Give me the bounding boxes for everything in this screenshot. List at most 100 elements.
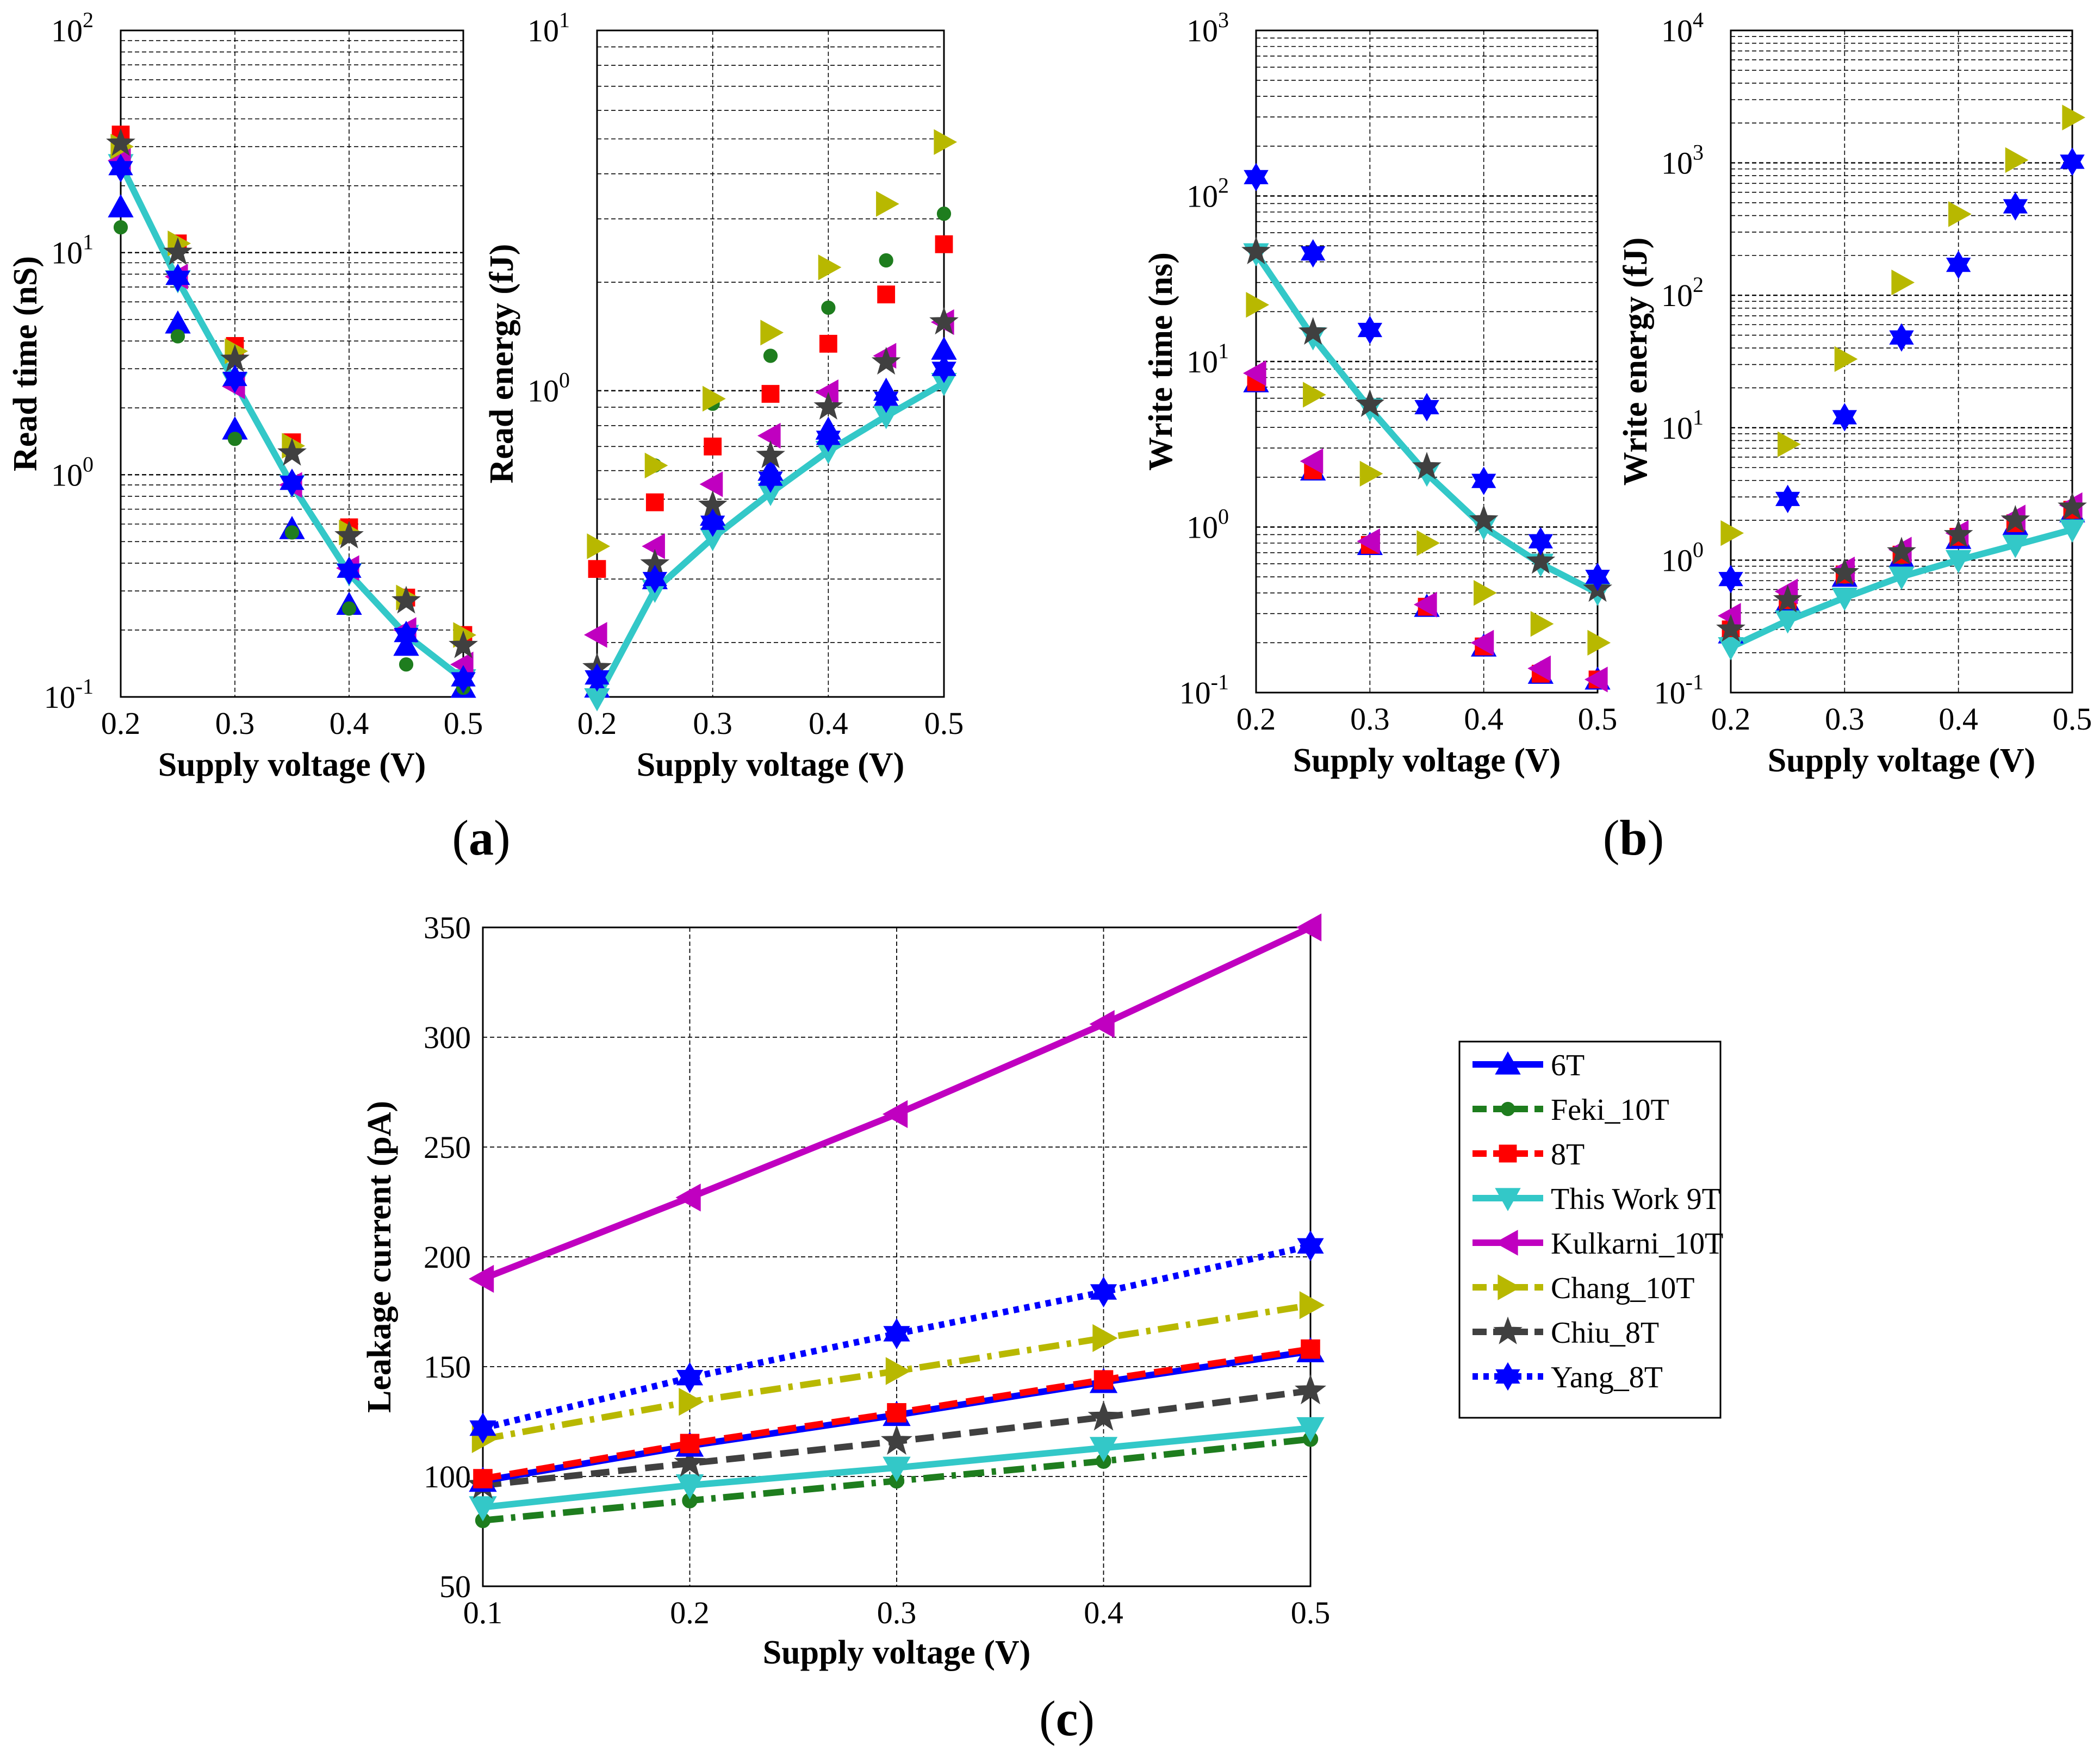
write-time-ylabel: Write time (ns) — [1142, 252, 1179, 471]
write-time-point-yang-8t-down — [1585, 570, 1610, 591]
legend-label: Yang_8T — [1551, 1361, 1663, 1394]
read-time-point-chiu-8t — [449, 630, 478, 658]
legend-marker-8t — [1499, 1144, 1517, 1163]
read-time-xtick-label: 0.4 — [330, 706, 369, 741]
leakage-series-kulkarni-10t — [468, 913, 1322, 1293]
read-energy-point-chang-10t — [703, 385, 726, 412]
write-time-point-kulkarni-10t — [1413, 591, 1437, 618]
read-time-ylabel: Read time (nS) — [7, 256, 44, 471]
legend: 6T Feki_10T 8T This Work 9T Kulkarni_10T Chan… — [1458, 1040, 1723, 1419]
read-time-ytick-label: 102 — [51, 8, 94, 48]
leakage-xtick-label: 0.3 — [877, 1595, 917, 1630]
write-time-ytick-label: 100 — [1186, 504, 1229, 545]
legend-marker-kulkarni-10t — [1494, 1230, 1518, 1256]
read-time-point-feki-10t — [170, 329, 185, 344]
read-time-point-feki-10t — [113, 220, 128, 235]
read-energy-point-chang-10t — [760, 320, 784, 346]
write-energy-point-chiu-8t — [2000, 504, 2030, 533]
read-energy-ytick-label: 100 — [527, 368, 570, 409]
read-energy-point-yang-8t — [816, 423, 841, 452]
leakage-point-chiu-8t — [1088, 1400, 1120, 1431]
legend-label: 6T — [1551, 1049, 1585, 1082]
write-time-point-chang-10t — [1587, 630, 1611, 656]
read-time-data — [106, 126, 478, 698]
leakage-xtick-label: 0.4 — [1084, 1595, 1123, 1630]
write-energy-point-chang-10t — [1834, 346, 1858, 372]
write-energy-point-yang-8t-down — [2060, 154, 2085, 176]
leakage-series-8t — [473, 1339, 1320, 1488]
read-energy-point-yang-8t — [585, 663, 610, 692]
leakage-point-8t — [680, 1434, 700, 1454]
legend-marker-yang-8t — [1495, 1362, 1520, 1391]
leakage-series-yang-8t — [469, 1230, 1324, 1444]
panel-label-a-letter: a — [469, 810, 494, 865]
write-time-point-yang-8t-down — [1471, 473, 1496, 495]
read-time-point-yang-8t — [108, 154, 133, 183]
leakage-xlabel: Supply voltage (V) — [763, 1634, 1031, 1671]
write-time-xtick-label: 0.2 — [1237, 701, 1276, 737]
leakage-current-chart: 50 100 150 200 250 300 350 0.1 0.2 0.3 0.4 0.5 Suppl… — [361, 910, 1330, 1671]
legend-item-6t: 6T — [1473, 1049, 1585, 1082]
read-energy-point-chang-10t — [876, 191, 899, 217]
leakage-point-this-work-9t — [1296, 1417, 1325, 1443]
write-energy-ytick-label: 101 — [1661, 405, 1704, 446]
write-time-xtick-label: 0.4 — [1464, 701, 1503, 737]
read-time-point-chiu-8t — [106, 128, 135, 156]
leakage-point-kulkarni-10t — [675, 1183, 701, 1212]
read-energy-point-yang-8t — [700, 508, 725, 537]
read-time-point-yang-8t-down — [337, 563, 362, 585]
write-energy-plot-frame — [1730, 29, 2073, 694]
panel-label-c-letter: c — [1056, 1691, 1078, 1746]
read-time-ytick-label: 10-1 — [44, 674, 94, 715]
write-energy-point-this-work-9t — [1945, 550, 1972, 574]
legend-item-chang-10t: Chang_10T — [1473, 1272, 1694, 1305]
write-energy-xlabel: Supply voltage (V) — [1768, 742, 2036, 779]
legend-label: This Work 9T — [1551, 1182, 1720, 1216]
read-time-point-yang-8t-down — [108, 161, 133, 183]
read-energy-point-yang-8t — [758, 464, 783, 493]
write-energy-point-yang-8t — [1718, 565, 1743, 594]
read-energy-point-8t — [588, 560, 606, 578]
write-time-point-yang-8t — [1414, 392, 1439, 422]
legend-marker-yang-8t-down — [1495, 1369, 1520, 1391]
write-energy-point-this-work-9t — [2002, 535, 2029, 558]
read-energy-xtick-label: 0.5 — [924, 706, 964, 741]
read-time-chart: 0.2 0.3 0.4 0.5 10-1 100 101 102 Supply voltage … — [7, 8, 483, 783]
write-energy-point-chang-10t — [1778, 431, 1801, 457]
leakage-point-this-work-9t — [469, 1496, 497, 1522]
leakage-point-this-work-9t — [1089, 1437, 1118, 1462]
legend-item-yang-8t: Yang_8T — [1473, 1361, 1663, 1394]
read-energy-point-feki-10t — [821, 300, 836, 315]
read-energy-point-8t — [704, 437, 722, 456]
leakage-point-kulkarni-10t — [882, 1100, 908, 1129]
write-time-point-kulkarni-10t — [1470, 630, 1494, 656]
read-energy-point-kulkarni-10t — [583, 622, 607, 648]
write-time-ytick-label: 102 — [1186, 173, 1229, 214]
write-time-point-chang-10t — [1530, 610, 1554, 637]
write-energy-point-yang-8t — [1832, 403, 1857, 432]
write-time-ytick-label: 101 — [1186, 339, 1229, 379]
read-energy-point-yang-8t-down — [700, 515, 725, 537]
read-energy-point-yang-8t-down — [758, 471, 783, 493]
legend-marker-chiu-8t — [1493, 1316, 1523, 1344]
read-time-point-yang-8t-down — [394, 628, 419, 650]
read-time-point-yang-8t-down — [222, 371, 247, 394]
write-time-xtick-label: 0.3 — [1350, 701, 1390, 737]
read-energy-point-chiu-8t — [871, 346, 901, 375]
leakage-series-chang-10t — [471, 1291, 1325, 1454]
read-time-point-chiu-8t — [334, 520, 364, 549]
write-energy-point-chiu-8t — [2058, 492, 2087, 520]
read-time-point-chiu-8t — [392, 585, 421, 614]
read-time-point-yang-8t — [222, 364, 247, 394]
panel-label-a: (a) — [452, 810, 510, 865]
read-time-point-yang-8t — [337, 556, 362, 585]
write-energy-ytick-label: 100 — [1661, 537, 1704, 578]
write-energy-ytick-label: 10-1 — [1654, 670, 1704, 711]
read-energy-point-8t — [935, 235, 953, 253]
read-time-xtick-label: 0.3 — [215, 706, 255, 741]
read-energy-point-kulkarni-10t — [699, 471, 723, 497]
write-energy-point-this-work-9t — [2059, 519, 2085, 543]
write-energy-point-yang-8t-down — [1889, 330, 1914, 352]
legend-item-chiu-8t: Chiu_8T — [1473, 1316, 1659, 1350]
write-energy-point-this-work-9t — [1774, 610, 1801, 634]
